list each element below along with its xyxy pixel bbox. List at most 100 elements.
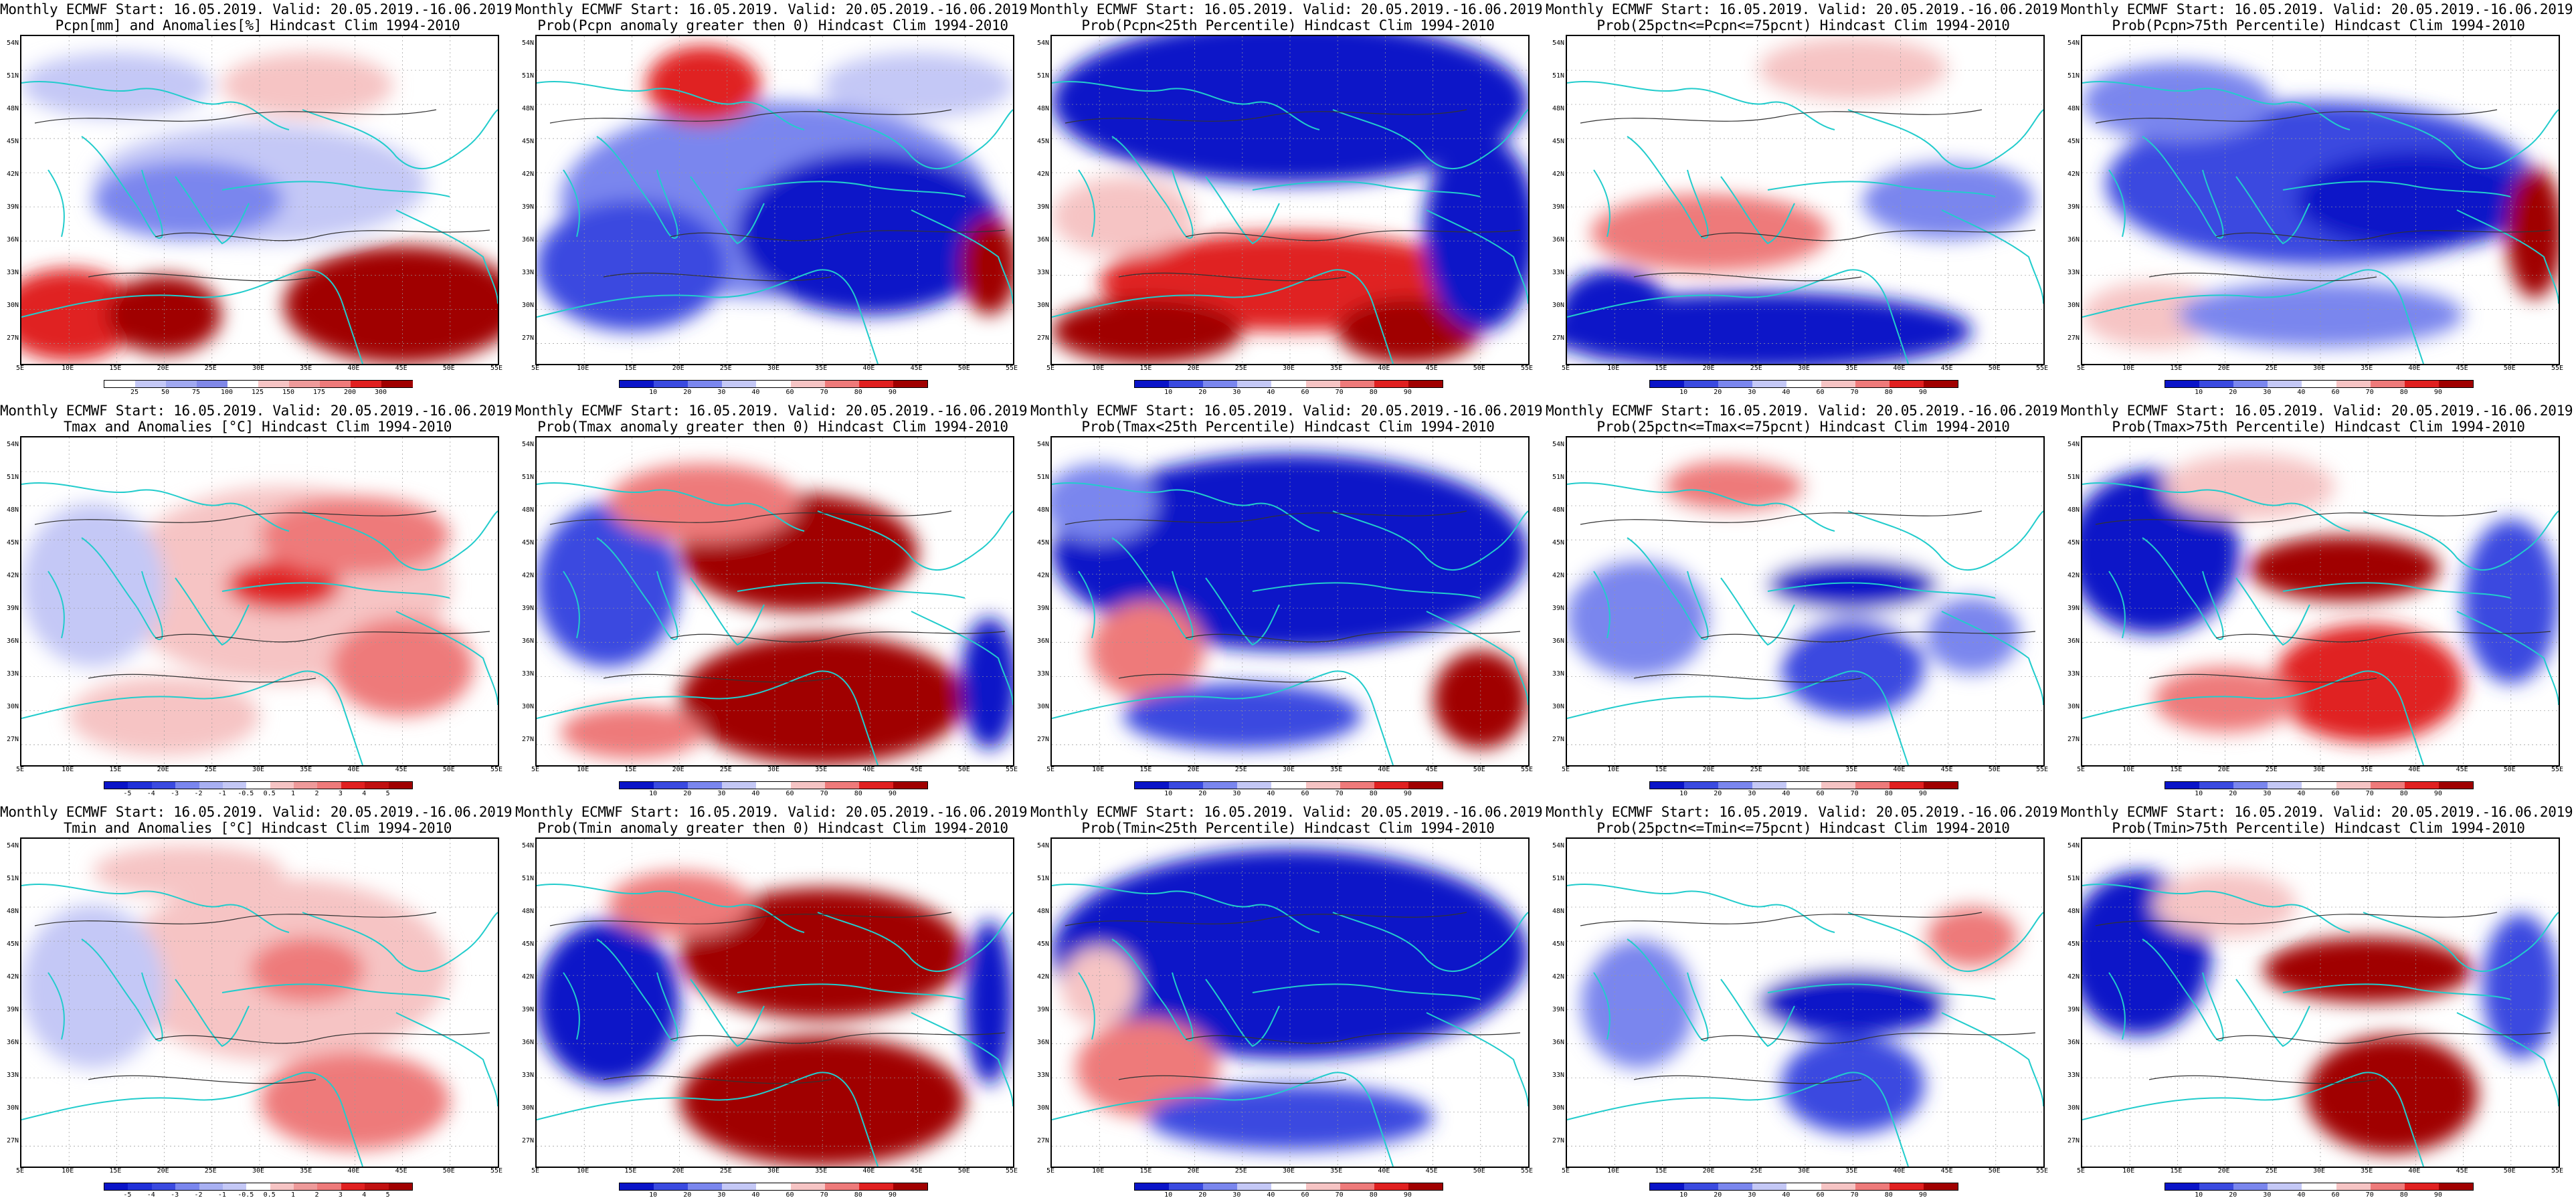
anomaly-region — [92, 161, 284, 239]
contour-line — [1118, 272, 1347, 282]
contour-line — [603, 674, 832, 683]
lat-tick-label: 42N — [2067, 572, 2080, 579]
anomaly-region — [608, 464, 799, 542]
colorbar-label: 30 — [1232, 389, 1241, 396]
lat-tick-label: 33N — [521, 670, 534, 678]
colorbar-cell — [365, 1183, 389, 1190]
lat-tick-label: 39N — [2067, 203, 2080, 211]
lat-tick-label: 54N — [521, 39, 534, 47]
lon-tick-label: 25E — [2265, 1167, 2278, 1175]
lat-tick-label: 39N — [1552, 203, 1564, 211]
lat-tick-label: 33N — [521, 269, 534, 276]
panel-title-line2: Tmin and Anomalies [°C] Hindcast Clim 19… — [63, 820, 452, 836]
lat-tick-label: 54N — [1552, 842, 1564, 849]
colorbar-label: 30 — [1232, 1191, 1241, 1199]
coastline — [563, 972, 580, 1040]
coastline — [1205, 577, 1280, 646]
colorbar-label: 40 — [1782, 790, 1790, 797]
lon-tick-label: 15E — [624, 365, 637, 372]
coastline — [2082, 269, 2404, 318]
lat-tick-label: 45N — [6, 539, 19, 546]
anomaly-region — [1052, 36, 1528, 184]
colorbar-label: 20 — [683, 389, 692, 396]
colorbar-cell — [1752, 1183, 1787, 1190]
lon-tick-label: 40E — [862, 766, 875, 773]
lat-tick-label: 27N — [1036, 334, 1049, 342]
map-area — [535, 436, 1014, 767]
lon-tick-label: 40E — [862, 365, 875, 372]
lat-tick-label: 51N — [1552, 474, 1564, 481]
lon-tick-label: 5E — [2076, 365, 2086, 372]
colorbar — [104, 380, 413, 388]
contour-line — [1065, 109, 1467, 124]
coastline — [1372, 1106, 1394, 1167]
colorbar-cell — [893, 381, 928, 387]
lon-tick-label: 10E — [1607, 1167, 1620, 1175]
colorbar-cell — [1271, 782, 1307, 789]
map-field — [21, 839, 498, 1167]
colorbar-label: 70 — [820, 790, 828, 797]
lon-tick-label: 50E — [2503, 1167, 2516, 1175]
coastline — [690, 176, 765, 245]
lon-tick-label: 20E — [1702, 1167, 1715, 1175]
contour-line — [1633, 674, 1862, 683]
anomaly-region — [21, 503, 165, 667]
contour-line — [2095, 912, 2498, 926]
colorbar-cell — [2233, 1183, 2268, 1190]
map-area — [1566, 35, 2045, 365]
colorbar-label: 10 — [649, 790, 658, 797]
forecast-panel: Monthly ECMWF Start: 16.05.2019. Valid: … — [2061, 803, 2576, 1204]
colorbar-cell — [1203, 381, 1238, 387]
colorbar-label: -4 — [147, 1191, 155, 1199]
colorbar-cell — [104, 381, 136, 387]
colorbar-label: 2 — [314, 1191, 319, 1199]
colorbar-cell — [858, 782, 894, 789]
anomaly-region — [679, 1035, 965, 1167]
colorbar-label: 20 — [683, 1191, 692, 1199]
lon-tick-label: 10E — [1607, 766, 1620, 773]
lon-tick-label: 35E — [1845, 1167, 1858, 1175]
forecast-panel: Monthly ECMWF Start: 16.05.2019. Valid: … — [515, 803, 1030, 1204]
lon-tick-label: 15E — [1655, 766, 1667, 773]
colorbar-label: 10 — [1164, 790, 1173, 797]
colorbar-cell — [2233, 782, 2268, 789]
lat-tick-label: 30N — [2067, 1104, 2080, 1112]
colorbar-cell — [2199, 782, 2234, 789]
lat-tick-label: 45N — [521, 138, 534, 145]
lat-tick-label: 30N — [1552, 302, 1564, 309]
anomaly-region — [2463, 519, 2559, 684]
lon-tick-label: 35E — [815, 365, 828, 372]
contour-line — [2215, 631, 2551, 643]
map-field — [1567, 36, 2043, 364]
panel-title-line1: Monthly ECMWF Start: 16.05.2019. Valid: … — [0, 804, 515, 820]
coastline — [342, 1106, 363, 1167]
lon-tick-label: 20E — [1187, 766, 1200, 773]
colorbar-cell — [1889, 782, 1924, 789]
lon-tick-label: 15E — [624, 1167, 637, 1175]
lat-tick-label: 42N — [2067, 171, 2080, 178]
anomaly-region — [2153, 667, 2297, 732]
lon-tick-label: 30E — [1797, 1167, 1811, 1175]
lat-tick-label: 30N — [6, 302, 19, 309]
lon-tick-label: 10E — [1607, 365, 1620, 372]
contour-line — [2148, 674, 2377, 683]
panel-title-line2: Prob(Tmin anomaly greater then 0) Hindca… — [537, 820, 1008, 836]
lat-tick-label: 39N — [1036, 1006, 1049, 1013]
coastline — [690, 577, 765, 646]
colorbar-label: 300 — [374, 389, 387, 396]
lat-tick-label: 51N — [6, 72, 19, 80]
colorbar-label: 90 — [2433, 389, 2442, 396]
lat-tick-label: 48N — [6, 105, 19, 112]
colorbar-label: 30 — [1748, 790, 1756, 797]
lon-tick-label: 10E — [1092, 766, 1105, 773]
coastline — [1567, 1072, 1889, 1120]
colorbar-cell — [620, 381, 654, 387]
colorbar-label: 70 — [1335, 389, 1344, 396]
anomaly-region — [1052, 298, 1243, 364]
map-field — [2082, 839, 2559, 1167]
colorbar-cell — [2336, 782, 2371, 789]
map-area — [20, 35, 499, 365]
lon-tick-label: 25E — [1750, 365, 1762, 372]
lat-tick-label: 30N — [1036, 302, 1049, 309]
colorbar-label: -1 — [217, 790, 226, 797]
